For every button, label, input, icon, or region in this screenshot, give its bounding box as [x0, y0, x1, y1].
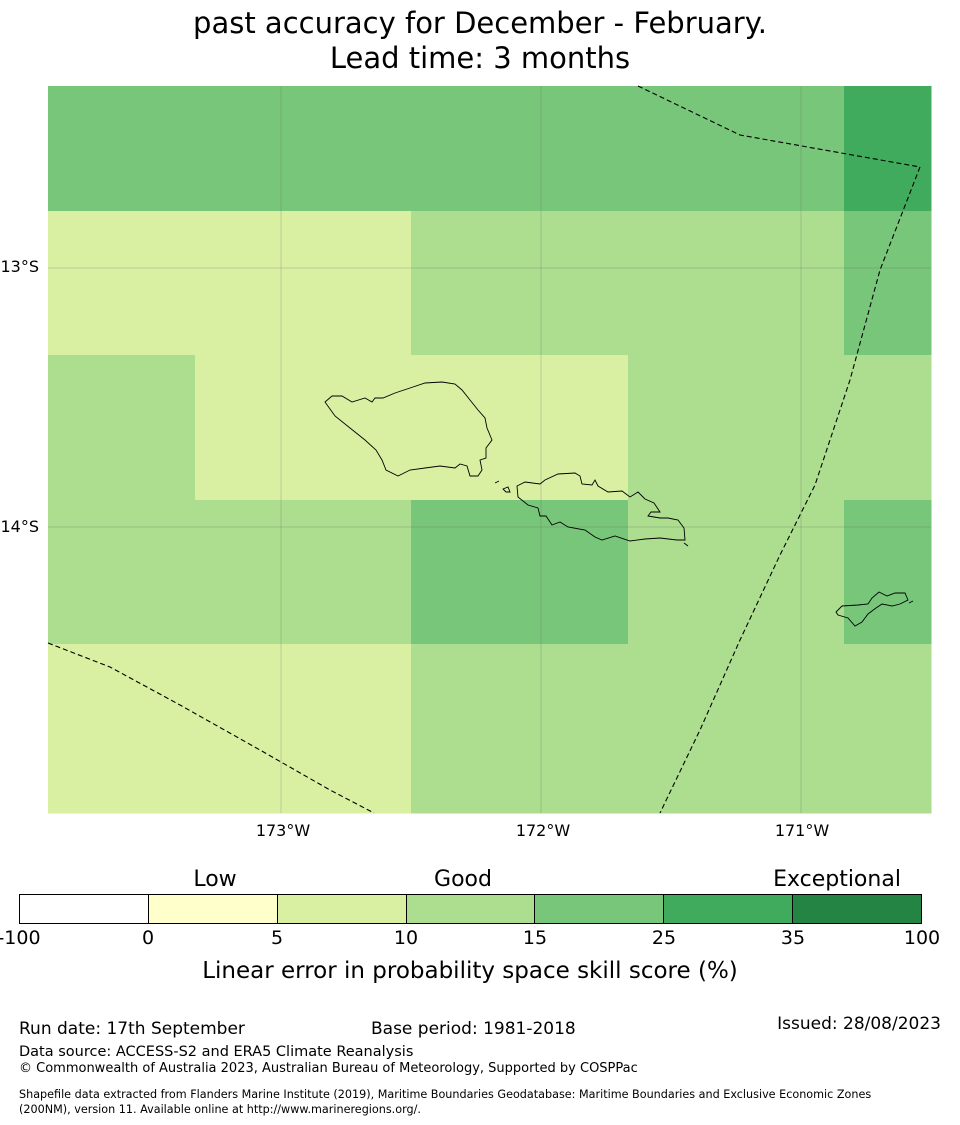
grid-cell [281, 211, 412, 356]
grid-cell [48, 355, 196, 501]
grid-cell [801, 211, 845, 356]
grid-cell [628, 644, 802, 814]
grid-cell [628, 500, 802, 645]
grid-cell [281, 355, 412, 501]
upolu-tip-coastline [683, 542, 689, 547]
skill-grid-cells [48, 86, 932, 814]
grid-cell [48, 644, 196, 814]
grid-cell [801, 644, 845, 814]
colorbar-segment-35-100 [793, 895, 922, 923]
grid-cell [281, 500, 412, 645]
grid-cell [628, 355, 802, 501]
map-title-line-1: past accuracy for December - February. [193, 6, 767, 40]
grid-cell [48, 211, 196, 356]
grid-cell [281, 644, 412, 814]
grid-cell [801, 86, 845, 212]
aunuu-coastline [908, 600, 914, 604]
grid-cell [195, 86, 282, 212]
skill-colorbar [19, 894, 922, 924]
issued-date: Issued: 28/08/2023 [777, 1014, 941, 1034]
colorbar-tick-5: 5 [270, 927, 284, 949]
grid-cell [411, 86, 629, 212]
apolima-coastline [494, 480, 500, 484]
lon-label-173w: 173°W [255, 821, 311, 840]
grid-cell [844, 355, 932, 501]
data-source: Data source: ACCESS-S2 and ERA5 Climate … [19, 1044, 414, 1060]
grid-cell [48, 500, 196, 645]
lon-label-171w: 171°W [774, 821, 830, 840]
colorbar-segment-neg100-0 [20, 895, 149, 923]
shapefile-credit-line-2: (200NM), version 11. Available online at… [19, 1103, 421, 1116]
grid-cell [411, 211, 629, 356]
eez-boundaries [47, 85, 921, 814]
colorbar-tick-25: 25 [651, 927, 677, 949]
lon-label-172w: 172°W [515, 821, 571, 840]
shapefile-credit-line-1: Shapefile data extracted from Flanders M… [19, 1088, 872, 1101]
grid-cell [195, 644, 282, 814]
grid-cell [411, 355, 629, 501]
grid-cell [195, 355, 282, 501]
grid-cell [801, 355, 845, 501]
grid-cell [48, 86, 196, 212]
grid-cell [844, 500, 932, 645]
grid-cell [628, 211, 802, 356]
grid-cell [844, 86, 932, 212]
grid-cell [195, 211, 282, 356]
upolu-coastline [516, 472, 686, 542]
grid-cell [411, 644, 629, 814]
colorbar-tick-neg100: -100 [0, 927, 41, 949]
colorbar-category-low: Low [193, 867, 237, 892]
eez-boundary-north [637, 85, 921, 168]
colorbar-category-good: Good [434, 867, 492, 892]
base-period: Base period: 1981-2018 [371, 1019, 576, 1039]
colorbar-segment-10-15 [406, 895, 536, 923]
eez-boundary-east [659, 166, 921, 814]
tutuila-coastline [835, 591, 909, 627]
colorbar-category-exceptional: Exceptional [773, 867, 901, 892]
colorbar-tick-10: 10 [393, 927, 419, 949]
coastlines [324, 381, 914, 627]
run-date: Run date: 17th September [19, 1019, 245, 1039]
colorbar-tick-100: 100 [903, 927, 941, 949]
manono-coastline [502, 486, 511, 493]
grid-cell [195, 500, 282, 645]
colorbar-segment-5-10 [277, 895, 407, 923]
skill-map [47, 85, 932, 814]
grid-cell [844, 644, 932, 814]
grid-cell [628, 86, 802, 212]
grid-cell [801, 500, 845, 645]
grid-cell [281, 86, 412, 212]
savaii-coastline [324, 381, 493, 477]
colorbar-tick-0: 0 [141, 927, 155, 949]
lat-label-13s: 13°S [0, 257, 39, 276]
colorbar-label: Linear error in probability space skill … [202, 958, 738, 984]
colorbar-segment-25-35 [664, 895, 794, 923]
map-title-line-2: Lead time: 3 months [329, 41, 631, 75]
copyright-notice: © Commonwealth of Australia 2023, Austra… [19, 1061, 638, 1076]
grid-cell [844, 211, 932, 356]
colorbar-segment-0-5 [148, 895, 278, 923]
lat-label-14s: 14°S [0, 517, 39, 536]
eez-boundary-southwest [47, 642, 375, 814]
gridlines [48, 86, 931, 813]
colorbar-tick-15: 15 [522, 927, 548, 949]
colorbar-segment-15-25 [535, 895, 665, 923]
colorbar-tick-35: 35 [780, 927, 806, 949]
grid-cell [411, 500, 629, 645]
